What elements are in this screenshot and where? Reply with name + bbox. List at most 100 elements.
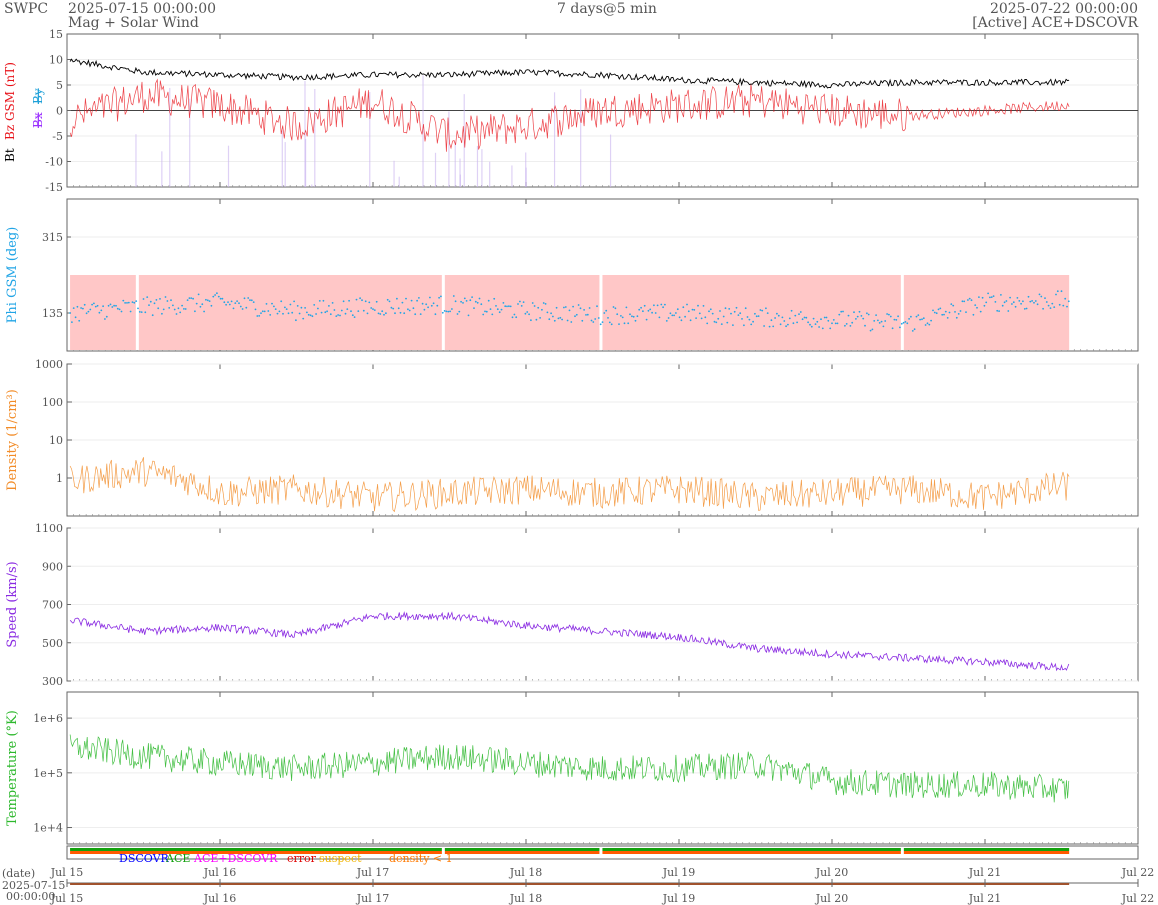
phi-point [684,315,686,318]
phi-point [328,305,330,307]
phi-point [89,308,92,311]
phi-point [555,306,558,309]
phi-point [298,312,301,315]
phi-point [190,297,193,299]
phi-point [799,311,802,313]
phi-point [296,305,299,307]
phi-point [682,306,685,309]
phi-point [212,295,215,298]
phi-point [1051,302,1054,305]
x-tick-label: Jul 18 [509,892,543,905]
x-tick-label: Jul 21 [968,892,1002,905]
phi-point [548,318,551,321]
phi-point [849,325,852,327]
phi-point [522,301,525,303]
phi-point [85,312,88,315]
phi-point [528,313,530,316]
phi-point [763,325,765,327]
phi-point [583,309,585,311]
phi-point [608,321,611,324]
phi-point [539,317,541,319]
phi-point [502,302,505,304]
phi-point [1038,293,1041,296]
phi-point [304,307,306,309]
phi-point [476,301,479,304]
phi-point [886,313,888,315]
phi-point [221,297,224,300]
phi-point [698,312,701,315]
phi-point [709,308,712,311]
phi-point [884,320,887,322]
phi-point [460,300,462,303]
phi-point [671,314,674,317]
phi-point [188,297,191,299]
phi-point [845,323,848,325]
phi-point [375,300,378,303]
phi-point [249,299,251,301]
phi-point [140,311,143,313]
phi-point [164,296,167,298]
phi-point [201,303,204,306]
phi-point [82,307,84,310]
phi-point [851,321,854,324]
x-tick-label: Jul 16 [203,866,237,879]
phi-point [113,304,115,307]
phi-point [544,303,547,305]
phi-point [719,310,721,312]
phi-point [1029,300,1032,303]
phi-point [401,301,404,304]
phi-point [278,310,281,313]
phi-point [689,319,692,322]
phi-point [612,306,615,308]
phi-point [585,314,587,316]
phi-point [614,307,617,310]
phi-point [504,305,507,308]
phi-point [810,325,813,328]
phi-point [184,308,187,310]
phi-point [210,304,213,307]
phi-point [170,299,172,302]
phi-point [509,305,512,308]
phi-point [1020,302,1022,305]
phi-point [708,310,710,313]
phi-point [939,307,942,310]
phi-point [87,310,90,313]
phi-point [452,295,455,297]
phi-point [260,312,262,314]
phi-point [194,310,196,313]
y-axis-label: Bz GSM (nT) [3,62,17,140]
phi-point [711,312,714,315]
phi-point [978,296,980,298]
phi-point [223,301,226,304]
phi-point [282,312,284,315]
phi-point [597,317,600,319]
x-tick-label: Jul 21 [968,866,1002,879]
y-tick-label: 1e+4 [33,822,63,835]
phi-point [254,308,257,311]
phi-point [796,321,798,324]
phi-point [489,308,492,310]
phi-point [495,305,497,307]
phi-point [869,329,872,332]
phi-point [274,308,277,310]
phi-point [917,314,920,316]
phi-point [458,310,461,313]
phi-point [724,307,727,310]
phi-point [76,305,79,308]
phi-point [217,295,220,298]
phi-point [127,301,130,304]
phi-point [432,302,435,305]
phi-point [1053,306,1056,308]
phi-point [941,313,944,316]
phi-point [313,304,316,306]
phi-point [307,313,310,316]
phi-point [267,310,270,312]
phi-point [1058,303,1061,306]
phi-point [370,307,373,309]
phi-point [877,319,879,322]
phi-point [566,319,569,322]
phi-point [772,325,775,328]
phi-point [122,299,125,302]
phi-point [774,317,776,319]
phi-point [669,312,672,315]
